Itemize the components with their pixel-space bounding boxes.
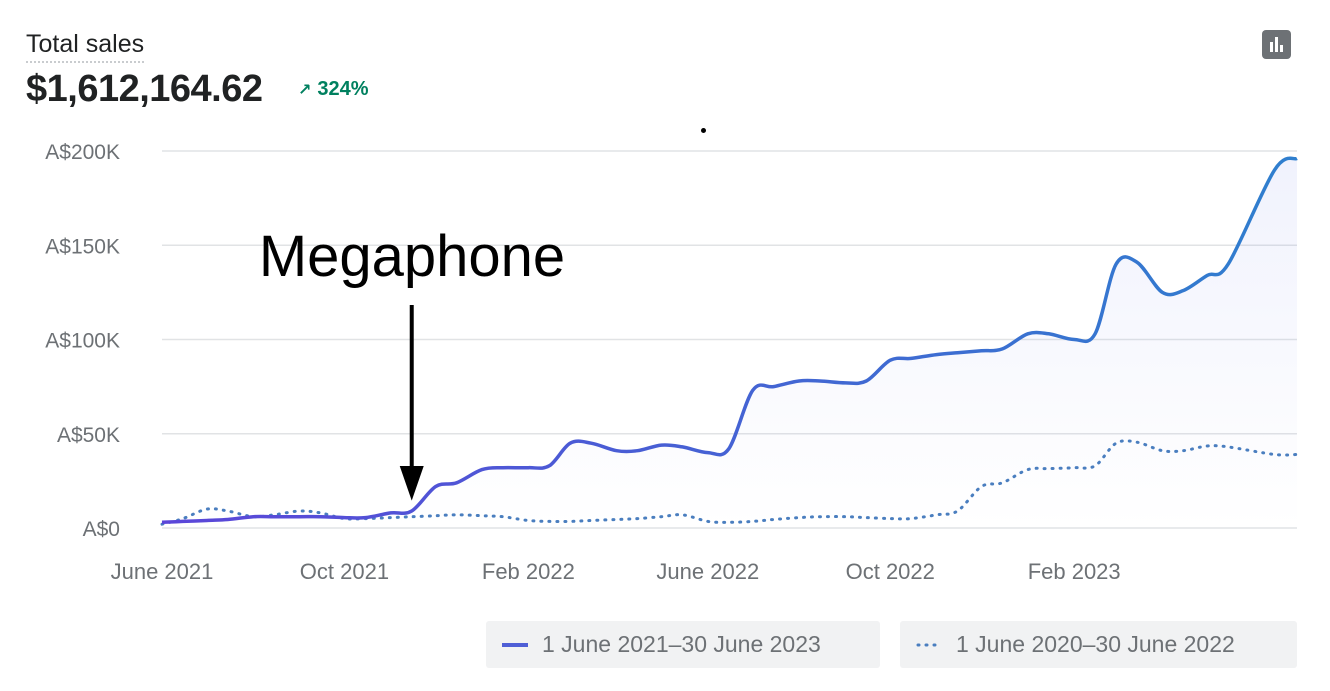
- annotation-label: Megaphone: [259, 224, 565, 289]
- legend-label-previous: 1 June 2020–30 June 2022: [956, 631, 1235, 657]
- x-tick-label: June 2022: [656, 559, 759, 584]
- x-tick-label: Feb 2023: [1028, 559, 1121, 584]
- previous-period-series-line[interactable]: [160, 439, 1299, 526]
- x-tick-label: Oct 2021: [300, 559, 389, 584]
- percent-change-badge: ↗ 324%: [298, 78, 369, 101]
- legend-item-previous-period[interactable]: 1 June 2020–30 June 2022: [900, 621, 1297, 668]
- x-tick-label: Oct 2022: [846, 559, 935, 584]
- x-tick-label: June 2021: [111, 559, 214, 584]
- x-tick-label: Feb 2022: [482, 559, 575, 584]
- y-tick-label: A$200K: [45, 141, 120, 164]
- sales-line-chart: A$0 A$50K A$100K A$150K A$200K June 2021 Oct …: [45, 141, 1299, 584]
- y-tick-label: A$100K: [45, 330, 120, 353]
- total-sales-value: $1,612,164.62: [26, 68, 263, 110]
- annotation-arrow-head: [399, 466, 424, 501]
- y-tick-label: A$0: [83, 518, 120, 541]
- chart-title[interactable]: Total sales: [26, 30, 145, 63]
- legend-solid-line-swatch: [502, 642, 528, 647]
- y-tick-label: A$50K: [57, 424, 120, 447]
- stray-dot: [701, 128, 706, 133]
- bar-chart-icon[interactable]: [1262, 30, 1291, 59]
- y-tick-label: A$150K: [45, 235, 120, 258]
- legend-item-current-period[interactable]: 1 June 2021–30 June 2023: [486, 621, 880, 668]
- current-period-series-line[interactable]: [161, 156, 1298, 525]
- trend-up-icon: ↗: [298, 82, 312, 99]
- legend-dotted-line-swatch: [916, 643, 942, 646]
- legend-label-current: 1 June 2021–30 June 2023: [542, 631, 821, 657]
- percent-change-value: 324%: [317, 78, 369, 100]
- current-series-area: [162, 158, 1297, 528]
